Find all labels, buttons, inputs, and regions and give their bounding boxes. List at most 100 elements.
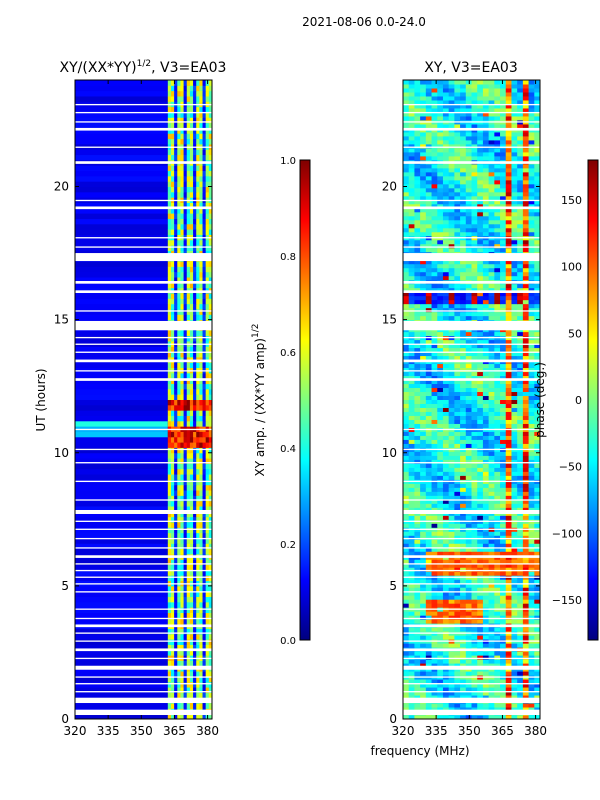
heat-cell	[420, 403, 427, 408]
heat-cell	[193, 490, 197, 496]
heat-cell	[442, 363, 450, 369]
heat-cell	[534, 431, 540, 436]
heat-cell	[408, 591, 415, 596]
heat-cell	[517, 611, 524, 616]
heat-cell	[448, 399, 455, 404]
heat-cell	[442, 547, 450, 552]
heat-cell	[477, 687, 484, 692]
heat-cell	[177, 186, 181, 193]
heat-cell	[425, 311, 433, 317]
heat-cell	[500, 663, 507, 668]
heat-cell	[522, 419, 530, 424]
heat-cell	[522, 339, 530, 345]
heat-cell	[199, 703, 204, 709]
heat-cell	[442, 651, 450, 656]
heat-cell	[414, 635, 421, 640]
heat-cell	[408, 407, 415, 412]
heat-cell	[75, 175, 168, 182]
heat-cell	[170, 569, 175, 576]
heat-cell	[193, 271, 197, 278]
heat-cell	[208, 713, 212, 719]
heat-cell	[174, 484, 178, 491]
heat-cell	[494, 435, 501, 440]
heat-cell	[170, 681, 175, 688]
heat-cell	[477, 495, 484, 500]
heat-cell	[528, 691, 535, 696]
heat-cell	[448, 547, 455, 552]
heat-cell	[471, 591, 478, 596]
heat-cell	[75, 213, 168, 219]
heat-cell	[534, 295, 540, 301]
heat-cell	[208, 585, 212, 592]
heat-cell	[511, 343, 518, 349]
heat-cell	[414, 339, 421, 345]
heat-cell	[183, 266, 188, 273]
heat-cell	[180, 559, 185, 566]
heat-cell	[425, 559, 433, 564]
heat-cell	[505, 379, 512, 385]
heat-cell	[534, 595, 540, 600]
heat-cell	[431, 415, 438, 420]
heat-cell	[505, 223, 512, 229]
heat-cell	[528, 459, 535, 464]
heat-cell	[193, 218, 197, 225]
heat-cell	[177, 521, 181, 528]
heat-cell	[193, 585, 197, 592]
heat-cell	[500, 275, 507, 281]
heat-cell	[208, 484, 212, 491]
heat-cell	[180, 314, 185, 321]
heat-cell	[500, 487, 507, 492]
heat-cell	[408, 259, 415, 265]
heat-cell	[431, 679, 438, 684]
heat-cell	[511, 291, 518, 297]
heat-cell	[414, 471, 421, 476]
heat-cell	[170, 282, 175, 289]
heat-cell	[477, 267, 484, 273]
heat-cell	[431, 439, 438, 444]
heat-cell	[437, 303, 444, 309]
heat-cell	[448, 563, 455, 568]
heat-cell	[177, 388, 181, 395]
heat-cell	[437, 679, 444, 684]
heat-cell	[199, 490, 204, 496]
heat-cell	[199, 362, 204, 369]
heat-cell	[482, 611, 490, 616]
heat-cell	[202, 133, 207, 140]
heat-cell	[414, 663, 421, 668]
heat-cell	[511, 435, 518, 440]
heat-cell	[482, 431, 490, 436]
heat-cell	[454, 595, 461, 600]
heat-cell	[177, 676, 181, 683]
heat-cell	[522, 615, 530, 620]
heat-cell	[465, 487, 472, 492]
heat-cell	[448, 339, 455, 345]
heat-cell	[442, 495, 450, 500]
heat-cell	[75, 660, 168, 667]
heat-cell	[408, 295, 415, 301]
heat-cell	[208, 106, 212, 113]
heat-cell	[517, 275, 524, 281]
heat-cell	[500, 371, 507, 377]
heat-cell	[494, 687, 501, 692]
heat-cell	[500, 243, 507, 249]
heat-cell	[437, 583, 444, 588]
heat-cell	[177, 692, 181, 699]
heat-cell	[408, 451, 415, 456]
heat-cell	[199, 692, 204, 699]
heat-cell	[482, 635, 490, 640]
heat-cell	[414, 291, 421, 297]
heat-cell	[494, 715, 501, 719]
heat-cell	[465, 655, 472, 660]
heat-cell	[494, 207, 501, 213]
heat-cell	[196, 500, 200, 507]
heat-cell	[180, 111, 185, 118]
heat-cell	[186, 207, 191, 214]
heat-cell	[482, 651, 490, 656]
heat-cell	[174, 80, 178, 86]
heat-cell	[75, 394, 168, 400]
heat-cell	[460, 339, 467, 345]
heat-cell	[170, 266, 175, 273]
heat-cell	[534, 491, 540, 496]
heat-cell	[189, 596, 194, 603]
heat-cell	[202, 420, 207, 427]
